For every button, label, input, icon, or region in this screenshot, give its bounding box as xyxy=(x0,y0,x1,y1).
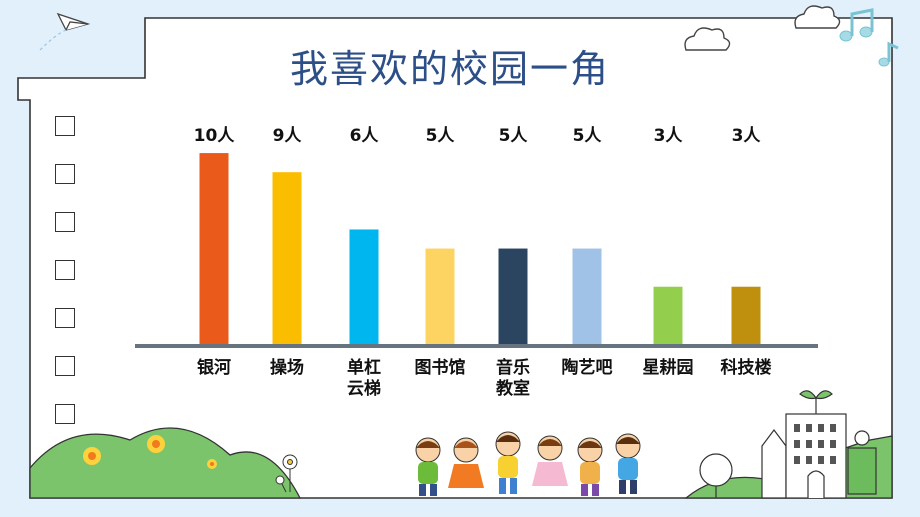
margin-checkbox[interactable] xyxy=(55,164,75,184)
category-label: 音乐 教室 xyxy=(496,358,530,399)
bar-6 xyxy=(653,286,683,344)
value-label: 6人 xyxy=(349,126,379,146)
margin-checkbox[interactable] xyxy=(55,116,75,136)
bar-4 xyxy=(498,248,528,344)
category-label: 单杠 云梯 xyxy=(347,358,381,399)
bar-3 xyxy=(425,248,455,344)
hill-left xyxy=(29,427,302,499)
chart-title: 我喜欢的校园一角 xyxy=(289,47,610,91)
school-building-icon xyxy=(761,390,877,499)
flower-icon xyxy=(275,454,298,493)
value-label: 3人 xyxy=(653,126,683,146)
margin-checkbox[interactable] xyxy=(55,404,75,424)
value-label: 9人 xyxy=(272,126,302,146)
bar-2 xyxy=(349,229,379,344)
notebook-frame xyxy=(17,17,893,499)
margin-checkbox[interactable] xyxy=(55,212,75,232)
value-label: 3人 xyxy=(731,126,761,146)
bar-7 xyxy=(731,286,761,344)
dashed-trail xyxy=(39,29,67,51)
value-label: 5人 xyxy=(498,126,528,146)
bar-5 xyxy=(572,248,602,344)
value-label: 5人 xyxy=(425,126,455,146)
value-label: 10人 xyxy=(193,126,235,146)
category-label: 科技楼 xyxy=(720,358,772,378)
paper-plane-icon xyxy=(56,12,91,31)
margin-checkbox[interactable] xyxy=(55,356,75,376)
value-label: 5人 xyxy=(572,126,602,146)
category-label: 陶艺吧 xyxy=(561,358,613,378)
category-label: 银河 xyxy=(197,358,231,378)
bar-1 xyxy=(272,172,302,344)
tree-icon xyxy=(699,453,733,498)
flower-icon xyxy=(83,435,217,469)
margin-checkbox[interactable] xyxy=(55,308,75,328)
children-icon xyxy=(415,431,641,496)
category-label: 操场 xyxy=(270,358,304,378)
category-label: 星耕园 xyxy=(642,358,694,378)
margin-checkbox[interactable] xyxy=(55,260,75,280)
bar-0 xyxy=(199,153,229,344)
cloud-icon xyxy=(684,27,731,51)
music-note-icon xyxy=(839,8,899,67)
cloud-icon xyxy=(794,5,841,29)
category-label: 图书馆 xyxy=(414,358,466,378)
